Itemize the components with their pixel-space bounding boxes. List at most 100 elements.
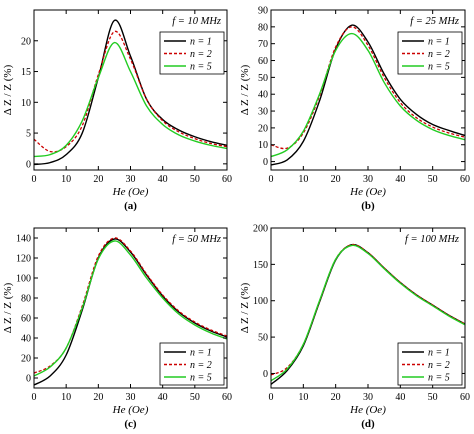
- y-tick-label: 150: [253, 260, 268, 271]
- chart-panel-3: 0 10 20 30 40 50 60 0 20 40 60 80 100 120 140 He (Oe) Δ …: [2, 227, 232, 430]
- y-tick-label: 140: [16, 234, 31, 245]
- x-tick-label: 50: [428, 392, 438, 403]
- x-tick-label: 20: [93, 174, 103, 185]
- panel-label: (b): [361, 200, 375, 212]
- y-tick-label: 15: [21, 67, 31, 78]
- chart-panel-4: 0 10 20 30 40 50 60 0 50 100 150 200 He (Oe) Δ Z / Z …: [239, 224, 470, 431]
- x-tick-label: 30: [126, 392, 136, 403]
- legend-label-n2: n = 2: [190, 360, 212, 371]
- legend-label-n5: n = 5: [428, 62, 450, 73]
- y-tick-label: 70: [258, 39, 268, 50]
- x-axis-label: He (Oe): [112, 186, 149, 198]
- legend-label-n2: n = 2: [428, 360, 450, 371]
- y-tick-label: 10: [21, 98, 31, 109]
- y-tick-label: 0: [263, 369, 268, 380]
- x-tick-label: 50: [190, 392, 200, 403]
- x-tick-label: 0: [269, 392, 274, 403]
- x-tick-label: 10: [298, 392, 308, 403]
- x-axis-label: He (Oe): [349, 186, 386, 198]
- y-tick-label: 60: [258, 56, 268, 67]
- y-axis-label: Δ Z / Z (%): [2, 64, 14, 115]
- y-tick-label: 50: [258, 333, 268, 344]
- legend-label-n1: n = 1: [190, 37, 212, 48]
- panel-label: (a): [124, 200, 137, 212]
- legend-label-n5: n = 5: [190, 62, 212, 73]
- series-line-n5: [34, 240, 227, 377]
- legend: n = 1n = 2 n = 5: [397, 31, 463, 75]
- x-tick-label: 30: [363, 392, 373, 403]
- x-tick-label: 30: [126, 174, 136, 185]
- series-group: [34, 237, 227, 386]
- y-tick-label: 40: [258, 90, 268, 101]
- legend-label-n5: n = 5: [190, 373, 212, 384]
- series-line-n5: [271, 32, 465, 158]
- y-tick-label: 5: [26, 129, 31, 140]
- x-tick-label: 40: [158, 174, 168, 185]
- legend: n = 1n = 2 n = 5: [159, 31, 225, 75]
- chart-panel-1: 0 10 20 30 40 50 60 0 5 10 15 20 He (Oe) Δ Z / Z (%) f…: [2, 9, 232, 212]
- x-tick-label: 20: [331, 174, 341, 185]
- y-tick-label: 20: [21, 354, 31, 365]
- x-tick-label: 30: [363, 174, 373, 185]
- chart-panel-2: 0 10 20 30 40 50 60 0 10 20 30 40 50 60 70 80 90 He (Oe) Δ…: [239, 6, 470, 213]
- x-tick-label: 40: [395, 174, 405, 185]
- x-tick-label: 0: [269, 174, 274, 185]
- frequency-label: f = 50 MHz: [172, 234, 221, 245]
- panel-label: (c): [124, 418, 137, 430]
- y-tick-label: 50: [258, 73, 268, 84]
- x-tick-label: 60: [222, 174, 232, 185]
- panel-label: (d): [361, 418, 375, 430]
- series-line-n5: [34, 41, 227, 158]
- x-tick-label: 60: [222, 392, 232, 403]
- x-tick-label: 0: [32, 174, 37, 185]
- x-tick-label: 50: [190, 174, 200, 185]
- x-tick-label: 10: [61, 174, 71, 185]
- y-tick-label: 90: [258, 6, 268, 17]
- x-tick-label: 10: [298, 174, 308, 185]
- x-tick-label: 60: [460, 392, 470, 403]
- y-tick-label: 120: [16, 254, 31, 265]
- legend-label-n1: n = 1: [190, 348, 212, 359]
- y-tick-label: 0: [263, 157, 268, 168]
- series-line-n1: [271, 24, 465, 166]
- series-line-n2: [271, 26, 465, 150]
- series-group: [271, 24, 465, 166]
- y-tick-label: 80: [258, 22, 268, 33]
- series-line-n1: [34, 19, 227, 166]
- y-tick-label: 20: [258, 123, 268, 134]
- y-tick-label: 0: [26, 159, 31, 170]
- y-tick-label: 20: [21, 36, 31, 47]
- series-group: [34, 19, 227, 166]
- y-axis-label: Δ Z / Z (%): [2, 282, 14, 333]
- x-tick-label: 40: [158, 392, 168, 403]
- x-tick-label: 60: [460, 174, 470, 185]
- legend-label-n2: n = 2: [428, 49, 450, 60]
- series-line-n1: [34, 238, 227, 386]
- x-axis-label: He (Oe): [112, 404, 149, 416]
- y-tick-label: 200: [253, 224, 268, 235]
- series-group: [271, 243, 465, 385]
- y-axis-label: Δ Z / Z (%): [239, 64, 251, 115]
- frequency-label: f = 10 MHz: [172, 16, 221, 27]
- legend-label-n2: n = 2: [190, 49, 212, 60]
- series-line-n5: [271, 244, 465, 382]
- legend-label-n5: n = 5: [428, 373, 450, 384]
- x-tick-label: 40: [395, 392, 405, 403]
- y-tick-label: 80: [21, 294, 31, 305]
- x-axis-label: He (Oe): [349, 404, 386, 416]
- legend-label-n1: n = 1: [428, 37, 450, 48]
- x-tick-label: 10: [61, 392, 71, 403]
- frequency-label: f = 25 MHz: [410, 16, 459, 27]
- y-tick-label: 0: [26, 374, 31, 385]
- legend: n = 1n = 2 n = 5: [159, 342, 225, 386]
- x-tick-label: 20: [93, 392, 103, 403]
- x-tick-label: 20: [331, 392, 341, 403]
- y-tick-label: 10: [258, 140, 268, 151]
- x-tick-label: 0: [32, 392, 37, 403]
- frequency-label: f = 100 MHz: [405, 234, 459, 245]
- y-axis-label: Δ Z / Z (%): [239, 282, 251, 333]
- y-tick-label: 60: [21, 314, 31, 325]
- x-tick-label: 50: [428, 174, 438, 185]
- y-tick-label: 100: [16, 274, 31, 285]
